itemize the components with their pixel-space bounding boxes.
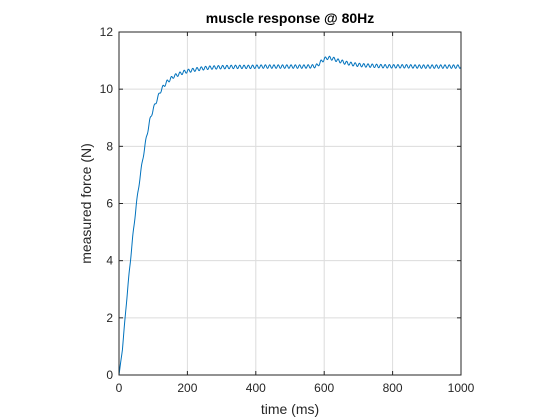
y-axis-ticks: [119, 31, 461, 376]
y-tick-label: 4: [106, 254, 113, 268]
x-tick-label: 800: [383, 381, 403, 395]
y-tick-labels: 0 2 4 6 8 10 12: [100, 25, 114, 382]
y-tick-label: 2: [106, 311, 113, 325]
plot-area: [118, 31, 462, 376]
y-gridlines: [119, 88, 461, 319]
y-tick-label: 12: [100, 25, 114, 39]
x-tick-label: 1000: [448, 381, 475, 395]
y-tick-label: 0: [106, 368, 113, 382]
x-axis-label: time (ms): [261, 401, 319, 417]
x-tick-label: 600: [314, 381, 334, 395]
x-tick-label: 400: [246, 381, 266, 395]
x-tick-label: 200: [177, 381, 197, 395]
x-tick-labels: 0 200 400 600 800 1000: [116, 381, 475, 395]
x-tick-label: 0: [116, 381, 123, 395]
y-axis-label: measured force (N): [78, 143, 94, 264]
y-tick-label: 10: [100, 82, 114, 96]
chart-title: muscle response @ 80Hz: [206, 10, 375, 26]
series-line: [118, 55, 462, 376]
y-tick-label: 8: [106, 139, 113, 153]
y-tick-label: 6: [106, 197, 113, 211]
x-axis-ticks: [118, 32, 462, 375]
